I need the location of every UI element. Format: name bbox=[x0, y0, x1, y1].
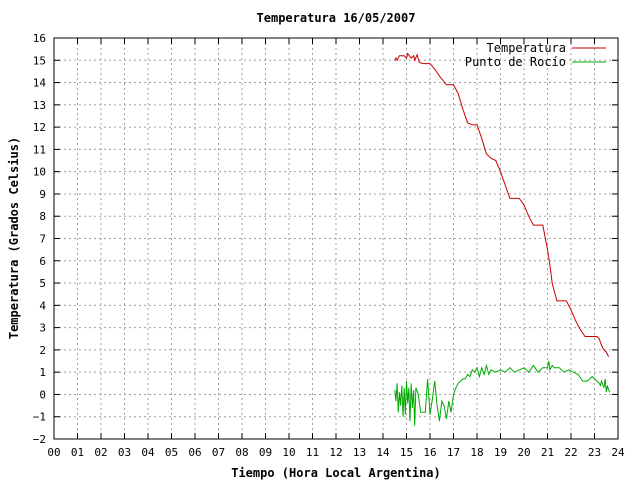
x-tick-label: 13 bbox=[353, 446, 366, 459]
x-tick-label: 06 bbox=[188, 446, 201, 459]
series-line-temperatura bbox=[394, 52, 610, 357]
legend-label-punto-de-rocio: Punto de Rocío bbox=[465, 55, 566, 69]
y-tick-label: 3 bbox=[39, 322, 46, 335]
x-tick-label: 17 bbox=[447, 446, 460, 459]
y-tick-label: 5 bbox=[39, 277, 46, 290]
x-tick-label: 18 bbox=[470, 446, 483, 459]
y-tick-label: 2 bbox=[39, 344, 46, 357]
y-tick-label: 12 bbox=[33, 121, 46, 134]
legend: Temperatura Punto de Rocío bbox=[465, 41, 606, 69]
x-tick-label: 07 bbox=[212, 446, 225, 459]
x-tick-label: 15 bbox=[400, 446, 413, 459]
legend-label-temperatura: Temperatura bbox=[487, 41, 566, 55]
x-tick-label: 01 bbox=[71, 446, 84, 459]
y-tick-label: 9 bbox=[39, 188, 46, 201]
x-tick-label: 14 bbox=[376, 446, 390, 459]
y-tick-label: 13 bbox=[33, 99, 46, 112]
x-tick-label: 16 bbox=[423, 446, 436, 459]
grid bbox=[54, 38, 618, 439]
y-tick-label: −2 bbox=[33, 433, 46, 446]
x-tick-label: 21 bbox=[541, 446, 554, 459]
chart-title: Temperatura 16/05/2007 bbox=[257, 11, 416, 25]
x-tick-label: 03 bbox=[118, 446, 131, 459]
axis-ticks bbox=[53, 37, 619, 440]
y-tick-label: 14 bbox=[33, 77, 47, 90]
x-tick-label: 00 bbox=[47, 446, 60, 459]
x-tick-label: 02 bbox=[94, 446, 107, 459]
x-tick-label: 09 bbox=[259, 446, 272, 459]
x-tick-labels: 00 01 02 03 04 05 06 07 08 09 10 11 12 13 14 15 16 17 18 19… bbox=[47, 446, 625, 459]
y-axis-title: Temperatura (Grados Celsius) bbox=[7, 137, 21, 339]
y-tick-label: −1 bbox=[33, 411, 46, 424]
x-tick-label: 22 bbox=[564, 446, 577, 459]
x-tick-label: 04 bbox=[141, 446, 155, 459]
x-tick-label: 24 bbox=[611, 446, 625, 459]
x-tick-label: 12 bbox=[329, 446, 342, 459]
x-tick-label: 10 bbox=[282, 446, 295, 459]
y-tick-label: 10 bbox=[33, 166, 46, 179]
y-tick-label: 1 bbox=[39, 366, 46, 379]
y-tick-label: 4 bbox=[39, 299, 46, 312]
x-axis-title: Tiempo (Hora Local Argentina) bbox=[231, 466, 441, 480]
y-tick-label: 8 bbox=[39, 210, 46, 223]
y-tick-label: 11 bbox=[33, 143, 46, 156]
x-tick-label: 11 bbox=[306, 446, 319, 459]
series-line-punto-de-rocio bbox=[394, 360, 611, 426]
y-tick-label: 16 bbox=[33, 32, 46, 45]
y-tick-label: 7 bbox=[39, 233, 46, 246]
y-tick-label: 6 bbox=[39, 255, 46, 268]
x-tick-label: 08 bbox=[235, 446, 248, 459]
x-tick-label: 05 bbox=[165, 446, 178, 459]
y-tick-label: 0 bbox=[39, 388, 46, 401]
x-tick-label: 19 bbox=[494, 446, 507, 459]
y-tick-label: 15 bbox=[33, 54, 46, 67]
x-tick-label: 20 bbox=[517, 446, 530, 459]
series-layer bbox=[394, 52, 611, 426]
x-tick-label: 23 bbox=[588, 446, 601, 459]
